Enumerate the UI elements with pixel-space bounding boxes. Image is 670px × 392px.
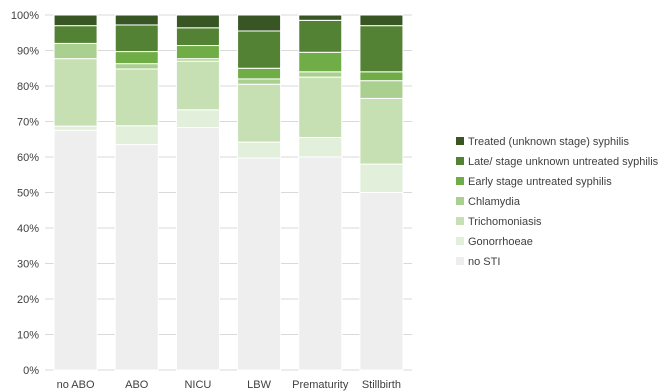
bar-segment [175, 45, 220, 60]
x-category-label: NICU [184, 379, 211, 391]
bar-stack [359, 14, 404, 371]
legend: Treated (unknown stage) syphilis Late/ st… [456, 136, 659, 268]
bar-segment [298, 19, 343, 53]
bar-segment [298, 71, 343, 78]
legend-swatch [456, 157, 464, 165]
legend-entry: Gonorrhoeae [456, 236, 533, 248]
bar-segment [114, 63, 159, 70]
legend-entry: Late/ stage unknown untreated syphilis [456, 156, 659, 168]
legend-label: Chlamydia [468, 196, 521, 208]
bar-stack [237, 14, 282, 371]
bar-stack [114, 14, 159, 371]
legend-label: Gonorrhoeae [468, 236, 533, 248]
legend-swatch [456, 217, 464, 225]
legend-swatch [456, 197, 464, 205]
y-tick-label: 20% [17, 294, 39, 306]
y-tick-label: 40% [17, 223, 39, 235]
bar-segment [53, 25, 98, 44]
bar-segment [298, 136, 343, 158]
bar-segment [237, 83, 282, 143]
legend-label: Early stage untreated syphilis [468, 176, 612, 188]
x-category-label: no ABO [57, 379, 95, 391]
bar-segment [298, 76, 343, 138]
bar-segment [298, 51, 343, 73]
bar-stack [175, 14, 220, 371]
bar-segment [53, 14, 98, 27]
bar-segment [175, 109, 220, 129]
bar-segment [53, 42, 98, 60]
bar-segment [237, 14, 282, 32]
bar-segment [298, 14, 343, 21]
legend-entry: Treated (unknown stage) syphilis [456, 136, 630, 148]
bar-segment [359, 71, 404, 82]
bar-segment [53, 58, 98, 127]
y-tick-label: 30% [17, 259, 39, 271]
bar-segment [114, 125, 159, 146]
bar-segment [237, 30, 282, 69]
y-tick-label: 50% [17, 188, 39, 200]
y-tick-label: 100% [11, 10, 39, 22]
bar-segment [359, 80, 404, 99]
legend-entry: Trichomoniasis [456, 216, 542, 228]
bar-segment [114, 144, 159, 371]
bar-segment [175, 27, 220, 47]
legend-label: Late/ stage unknown untreated syphilis [468, 156, 659, 168]
y-tick-label: 80% [17, 81, 39, 93]
legend-label: no STI [468, 256, 500, 268]
bar-segment [175, 60, 220, 111]
x-category-label: Stillbirth [362, 379, 401, 391]
y-tick-label: 70% [17, 117, 39, 129]
bar-segment [53, 125, 98, 131]
y-tick-label: 60% [17, 152, 39, 164]
bar-segment [237, 67, 282, 80]
legend-swatch [456, 177, 464, 185]
bar-segment [359, 163, 404, 194]
legend-label: Trichomoniasis [468, 216, 542, 228]
bar-segment [114, 51, 159, 65]
y-tick-label: 0% [23, 365, 39, 377]
y-tick-label: 90% [17, 46, 39, 58]
bar-segment [114, 24, 159, 53]
legend-swatch [456, 257, 464, 265]
bars [53, 14, 404, 371]
legend-swatch [456, 237, 464, 245]
legend-entry: no STI [456, 256, 500, 268]
bar-segment [359, 25, 404, 73]
bar-stack [53, 14, 98, 371]
legend-label: Treated (unknown stage) syphilis [468, 136, 630, 148]
legend-entry: Chlamydia [456, 196, 521, 208]
x-axis-category-labels: no ABO ABO NICU LBW Prematurity Stillbirth [57, 379, 401, 391]
bar-segment [237, 78, 282, 85]
bar-segment [237, 141, 282, 159]
y-tick-label: 10% [17, 330, 39, 342]
bar-segment [175, 127, 220, 371]
bar-segment [359, 192, 404, 371]
bar-segment [359, 97, 404, 165]
legend-swatch [456, 137, 464, 145]
x-category-label: LBW [247, 379, 271, 391]
bar-segment [114, 14, 159, 26]
bar-segment [359, 14, 404, 27]
bar-segment [237, 157, 282, 371]
x-category-label: ABO [125, 379, 149, 391]
legend-entry: Early stage untreated syphilis [456, 176, 612, 188]
bar-segment [298, 156, 343, 371]
bar-segment [114, 68, 159, 127]
bar-segment [53, 129, 98, 371]
bar-segment [175, 14, 220, 29]
gridlines [45, 14, 412, 371]
y-axis-tick-labels: 0% 10% 20% 30% 40% 50% 60% 70% 80% 90% 100% [11, 10, 39, 377]
x-category-label: Prematurity [292, 379, 349, 391]
bar-stack [298, 14, 343, 371]
